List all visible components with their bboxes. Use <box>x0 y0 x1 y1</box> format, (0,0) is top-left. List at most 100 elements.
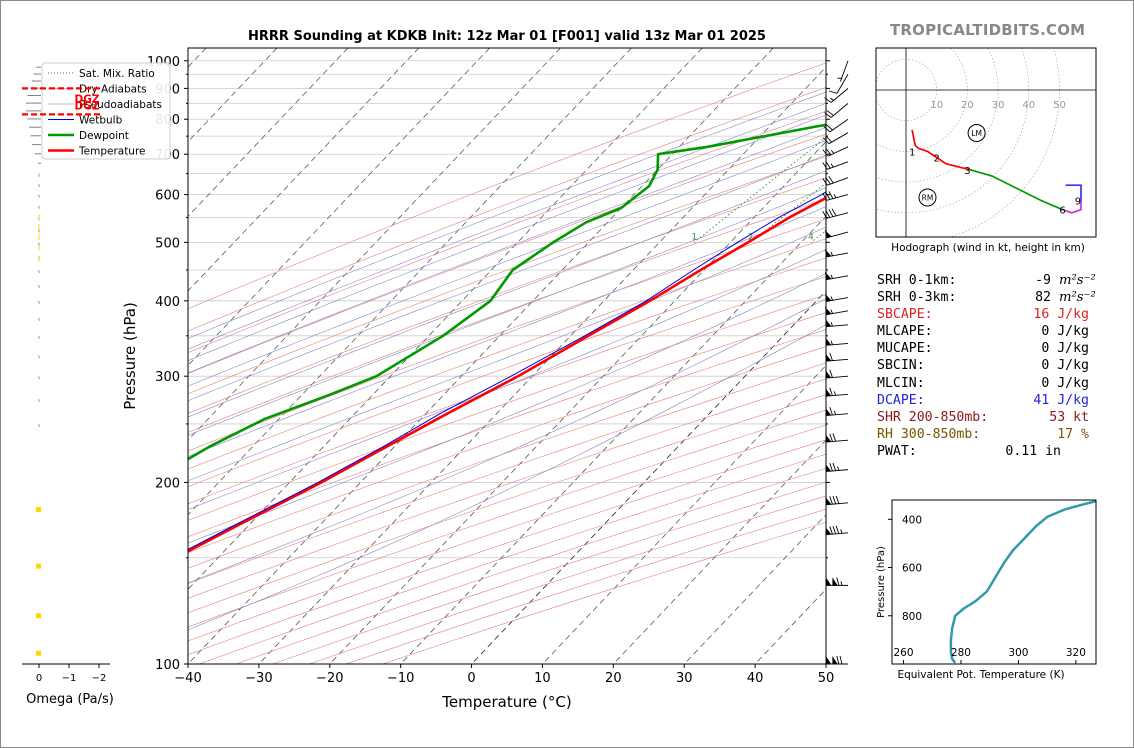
stat-key: SRH 0-1km: <box>877 272 956 289</box>
omega-bar <box>38 163 41 164</box>
omega-guide-tick <box>39 336 40 339</box>
stat-row: SHR 200-850mb: 53 kt <box>877 409 1117 426</box>
wind-barb-full <box>833 496 836 504</box>
mixing-ratio-line <box>811 48 1066 242</box>
omega-upper-marker <box>36 651 41 656</box>
mixing-ratio-line <box>751 48 1001 242</box>
wind-barb-half <box>831 252 833 256</box>
omega-guide-tick <box>39 174 40 177</box>
hodograph-height-label: 2 <box>934 154 940 165</box>
mixing-ratio-line <box>969 48 1134 242</box>
omega-guide-tick <box>39 195 40 198</box>
stat-value: -9 <box>1035 272 1051 289</box>
wind-barb <box>825 294 848 302</box>
wind-barb-staff <box>831 88 848 102</box>
omega-bar <box>31 135 42 136</box>
omega-guide-tick <box>39 301 40 304</box>
omega-bar <box>35 153 41 154</box>
theta-e-x-tick-label: 260 <box>893 647 913 659</box>
stat-key: RH 300-850mb: <box>877 426 980 443</box>
mixing-ratio-line <box>1032 48 1134 242</box>
wind-barb-full <box>829 91 837 93</box>
hodograph-height-label: 1 <box>909 147 915 158</box>
site-branding: TROPICALTIDBITS.COM <box>890 21 1085 39</box>
wind-barb <box>837 61 848 82</box>
y-tick-label: 100 <box>155 658 180 673</box>
stat-row: MLCAPE: 0 J/kg <box>877 323 1117 340</box>
wind-barb-half <box>831 310 833 314</box>
stat-key: PWAT: <box>877 443 917 460</box>
x-axis-label: Temperature (°C) <box>441 693 571 711</box>
stat-unit: m²s⁻² <box>1059 272 1096 289</box>
wind-barb <box>823 133 848 144</box>
y-tick-label: 300 <box>155 370 180 385</box>
omega-guide-tick <box>39 318 40 321</box>
stat-key: MLCAPE: <box>877 323 933 340</box>
surface-dewpoint-label: 13F <box>958 58 980 70</box>
stat-value: 0 J/kg <box>1041 375 1089 392</box>
stats-panel: m²s⁻² SRH 0-1km: -9 m²s⁻² SRH 0-3km: 82 SBCAPE… <box>877 272 1117 460</box>
theta-e-y-tick-label: 400 <box>902 514 922 526</box>
stat-value: 41 J/kg <box>1033 392 1089 409</box>
legend-entry: Sat. Mix. Ratio <box>79 68 155 80</box>
skewt-axes: −40 −30 −20 −10 0 10 20 30 40 50 100 200 300 400 500 60… <box>121 48 834 711</box>
wind-barb-half <box>841 529 842 533</box>
x-tick-label: 0 <box>467 671 475 686</box>
wind-barb-half <box>830 98 833 100</box>
isotherm-line <box>104 48 702 677</box>
y-tick-label: 600 <box>155 189 180 204</box>
stat-value: 0 J/kg <box>1041 340 1089 357</box>
theta-e-line <box>951 501 1096 663</box>
omega-bar <box>29 127 41 128</box>
theta-e-y-axis-label: Pressure (hPa) <box>876 546 887 618</box>
stat-row: m²s⁻² SRH 0-1km: -9 <box>877 272 1117 289</box>
x-tick-label: 10 <box>534 671 551 686</box>
stat-value: 17 % <box>1057 426 1089 443</box>
mixing-ratio-line <box>945 48 1134 242</box>
surface-temperature-label: 24F <box>1011 58 1033 70</box>
omega-guide-tick <box>39 206 40 209</box>
omega-bar <box>34 74 42 75</box>
omega-bar <box>26 103 41 104</box>
x-tick-label: −40 <box>174 671 201 686</box>
y-axis-label: Pressure (hPa) <box>121 302 139 410</box>
x-tick-label: −20 <box>316 671 343 686</box>
stat-row: DCAPE: 41 J/kg <box>877 392 1117 409</box>
wind-barb <box>825 307 848 315</box>
wind-barb <box>824 88 848 102</box>
hodograph-ring-label: 10 <box>930 100 943 111</box>
hodograph-ring-label: 20 <box>961 100 974 111</box>
mixing-ratio-label: 6 <box>846 232 851 242</box>
wind-barb <box>825 496 848 505</box>
stat-key: SHR 200-850mb: <box>877 409 988 426</box>
omega-guide-tick <box>39 355 40 358</box>
theta-e-y-tick-label: 800 <box>902 611 922 623</box>
wind-barb <box>824 103 848 117</box>
mixing-ratio-line <box>848 48 1106 242</box>
theta-e-x-tick-label: 300 <box>1008 647 1028 659</box>
hodograph-ring-label: 40 <box>1022 100 1035 111</box>
wind-barb <box>825 407 848 415</box>
wind-barb-staff <box>827 162 848 170</box>
wind-barb-half <box>831 322 832 326</box>
y-tick-label: 500 <box>155 236 180 251</box>
wind-barb-flag <box>825 337 831 345</box>
wind-barb <box>825 230 848 238</box>
stat-value: 53 kt <box>1049 409 1089 426</box>
wind-barb-full <box>836 526 839 534</box>
wind-barb-staff <box>827 195 848 201</box>
omega-guide-tick <box>39 285 40 288</box>
wind-barb-staff <box>827 213 848 219</box>
chart-title: HRRR Sounding at KDKB Init: 12z Mar 01 [… <box>248 29 766 44</box>
stat-key: SBCIN: <box>877 357 925 374</box>
legend-entry: Wetbulb <box>79 115 123 127</box>
omega-upper-marker <box>36 507 41 512</box>
wind-barb-full <box>833 463 836 471</box>
x-tick-label: −30 <box>245 671 272 686</box>
skewt-legend: Sat. Mix. RatioDry AdiabatsPseudoadiabat… <box>42 63 170 159</box>
hodograph-ring-label: 30 <box>992 100 1005 111</box>
wind-barb <box>823 147 848 156</box>
y-tick-label: 200 <box>155 476 180 491</box>
omega-bar <box>28 118 42 119</box>
stat-value: 0 J/kg <box>1041 323 1089 340</box>
